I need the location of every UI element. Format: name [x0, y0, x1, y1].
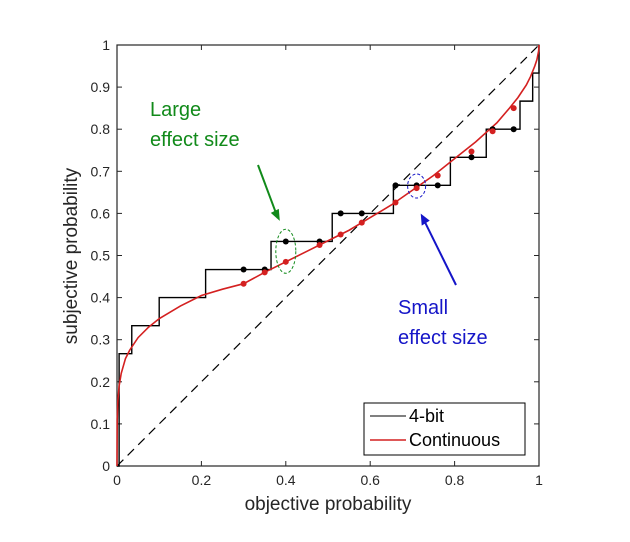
small-effect-arrow — [422, 219, 457, 286]
small-effect-ellipse — [407, 173, 427, 199]
marker-4bit — [282, 238, 289, 245]
x-tick-label: 0.6 — [360, 472, 380, 488]
large-effect-arrowhead — [270, 208, 280, 221]
y-tick-label: 0.6 — [91, 205, 111, 221]
marker-4bit — [468, 154, 475, 161]
marker-continuous — [261, 269, 268, 276]
x-axis-ticks: 0 0.2 0.4 0.6 0.8 1 — [113, 45, 543, 488]
marker-continuous — [392, 199, 399, 206]
y-tick-label: 0.1 — [91, 416, 111, 432]
legend-box — [363, 402, 526, 456]
series-4bit-line — [117, 45, 540, 467]
y-tick-label: 0.3 — [91, 332, 111, 348]
marker-4bit — [434, 182, 441, 189]
x-tick-label: 0.4 — [276, 472, 296, 488]
small-effect-arrowhead — [420, 213, 430, 226]
y-tick-label: 0.5 — [91, 248, 111, 264]
marker-continuous — [358, 219, 365, 226]
annotation-large-line-2: effect size — [150, 129, 240, 151]
large-effect-arrow — [257, 164, 279, 219]
marker-4bit — [392, 182, 399, 189]
marker-continuous — [468, 148, 475, 155]
y-tick-label: 0 — [102, 458, 110, 474]
identity-line — [116, 44, 540, 467]
marker-continuous — [434, 172, 441, 179]
annotations: Large effect size Small effect size — [150, 99, 488, 349]
x-tick-label: 0 — [113, 472, 121, 488]
legend: 4-bit Continuous — [363, 402, 526, 456]
annotation-small-line-1: Small — [398, 297, 448, 319]
legend-label-continuous: Continuous — [409, 430, 500, 450]
marker-continuous — [240, 280, 247, 287]
x-axis-label: objective probability — [245, 494, 412, 515]
y-tick-label: 1 — [102, 37, 110, 53]
x-tick-label: 0.2 — [192, 472, 212, 488]
y-tick-label: 0.2 — [91, 374, 111, 390]
y-tick-label: 0.9 — [91, 79, 111, 95]
y-tick-label: 0.4 — [91, 290, 111, 306]
annotation-large-line-1: Large — [150, 99, 201, 121]
plot-area — [116, 44, 540, 467]
y-tick-label: 0.8 — [91, 121, 111, 137]
marker-continuous — [510, 105, 517, 112]
marker-continuous — [316, 241, 323, 248]
marker-continuous — [337, 231, 344, 238]
marker-4bit — [240, 266, 247, 273]
y-axis-label: subjective probability — [61, 167, 82, 344]
y-tick-label: 0.7 — [91, 163, 111, 179]
annotation-small-line-2: effect size — [398, 327, 488, 349]
marker-continuous — [413, 185, 420, 192]
marker-4bit — [358, 210, 365, 217]
marker-continuous — [282, 258, 289, 265]
y-axis-ticks: 0 0.1 0.2 0.3 0.4 0.5 0.6 0.7 0.8 0.9 1 — [91, 37, 539, 474]
marker-4bit — [337, 210, 344, 217]
large-effect-ellipse — [275, 228, 297, 274]
marker-continuous — [489, 128, 496, 135]
x-tick-label: 0.8 — [445, 472, 465, 488]
legend-label-4bit: 4-bit — [409, 406, 444, 426]
marker-4bit — [510, 126, 517, 133]
x-tick-label: 1 — [535, 472, 543, 488]
